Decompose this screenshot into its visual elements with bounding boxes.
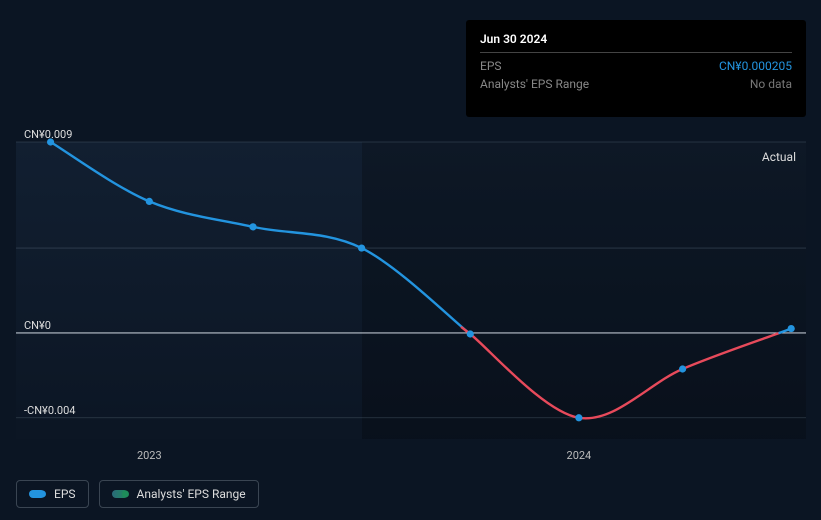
chart-tooltip: Jun 30 2024 EPSCN¥0.000205Analysts' EPS … [466, 20, 806, 117]
legend-swatch [112, 490, 128, 498]
tooltip-row: EPS CN¥0.000205 [480, 57, 792, 75]
data-point[interactable] [679, 365, 686, 372]
x-axis: 2023 2024 [16, 445, 806, 465]
eps-line [16, 142, 806, 439]
tooltip-row-value: CN¥0.000205 [719, 57, 792, 75]
data-point[interactable] [788, 325, 795, 332]
tooltip-row-label: EPS [480, 57, 502, 75]
data-point[interactable] [467, 330, 474, 337]
tooltip-row-value: No data [750, 75, 792, 93]
y-tick-label: CN¥0.009 [24, 128, 72, 141]
legend-label: Analysts' EPS Range [137, 487, 246, 501]
tooltip-row: Analysts' EPS Range No data [480, 75, 792, 93]
tooltip-date: Jun 30 2024 [480, 30, 792, 53]
data-point[interactable] [575, 414, 582, 421]
data-point[interactable] [358, 244, 365, 251]
y-tick-label: CN¥0 [24, 319, 51, 332]
legend-item-eps[interactable]: EPS [16, 480, 89, 508]
y-tick-label: -CN¥0.004 [24, 404, 75, 417]
data-point[interactable] [249, 223, 256, 230]
legend-item-range[interactable]: Analysts' EPS Range [99, 480, 259, 508]
tooltip-row-label: Analysts' EPS Range [480, 75, 589, 93]
legend-label: EPS [54, 487, 76, 501]
plot-area [16, 142, 806, 439]
x-tick-label: 2023 [137, 449, 162, 462]
eps-chart: Actual CN¥0.009 CN¥0 -CN¥0.004 2023 2024 [16, 120, 806, 475]
legend: EPS Analysts' EPS Range [16, 480, 259, 508]
x-tick-label: 2024 [567, 449, 592, 462]
data-point[interactable] [146, 198, 153, 205]
legend-swatch [29, 490, 45, 498]
actual-label: Actual [762, 150, 796, 164]
